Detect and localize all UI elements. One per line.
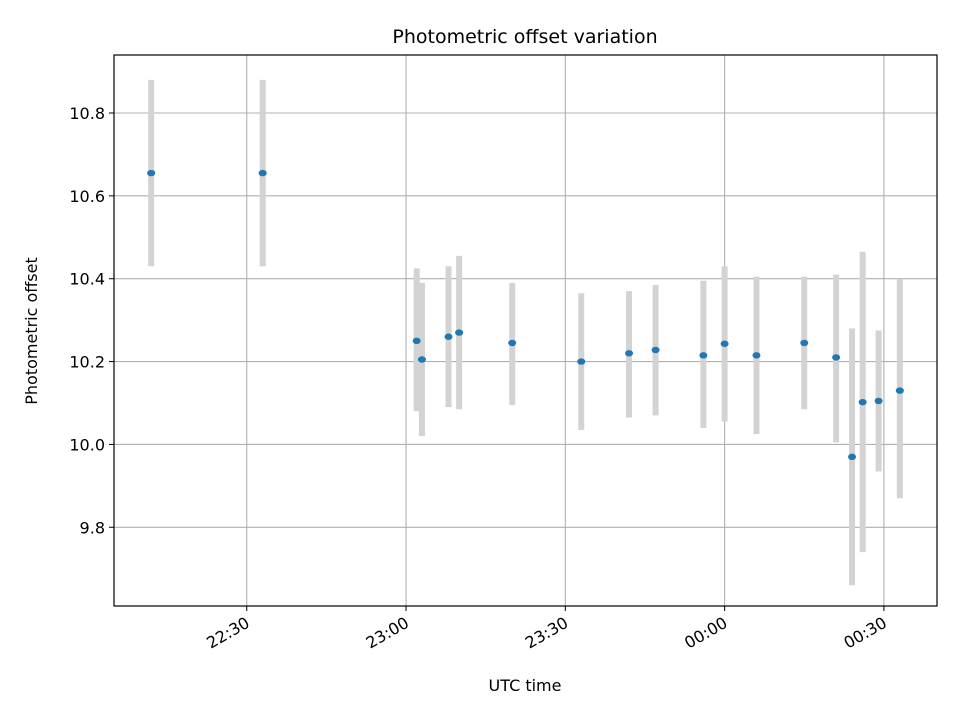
y-tick-label: 10.6: [69, 187, 105, 206]
data-point: [800, 339, 809, 347]
data-point: [455, 329, 464, 336]
chart-title: Photometric offset variation: [392, 26, 657, 48]
grid-lines: [114, 55, 937, 606]
data-point: [848, 453, 857, 461]
x-axis-label: UTC time: [489, 676, 562, 695]
data-point: [147, 169, 156, 177]
y-tick-label: 10.0: [69, 435, 105, 454]
y-tick-label: 10.4: [69, 270, 105, 289]
data-point: [720, 340, 729, 347]
data-point: [625, 350, 634, 357]
data-points: [147, 169, 904, 461]
data-point: [651, 346, 660, 354]
data-point: [258, 169, 267, 177]
data-point: [412, 337, 421, 345]
y-axis-label: Photometric offset: [22, 257, 41, 405]
data-point: [577, 358, 586, 365]
data-point: [832, 354, 841, 361]
y-tick-label: 9.8: [80, 518, 105, 537]
data-point: [699, 352, 708, 359]
data-point: [417, 356, 426, 363]
y-tick-label: 10.8: [69, 104, 105, 123]
data-point: [895, 387, 904, 394]
data-point: [508, 339, 517, 347]
plot-frame: [113, 54, 938, 607]
data-point: [858, 398, 867, 406]
y-axis-ticks: 9.8 10.0 10.2 10.4 10.6 10.8: [69, 104, 114, 537]
data-point: [444, 333, 453, 340]
data-point: [874, 397, 883, 405]
data-point: [752, 352, 761, 359]
y-tick-label: 10.2: [69, 353, 105, 372]
